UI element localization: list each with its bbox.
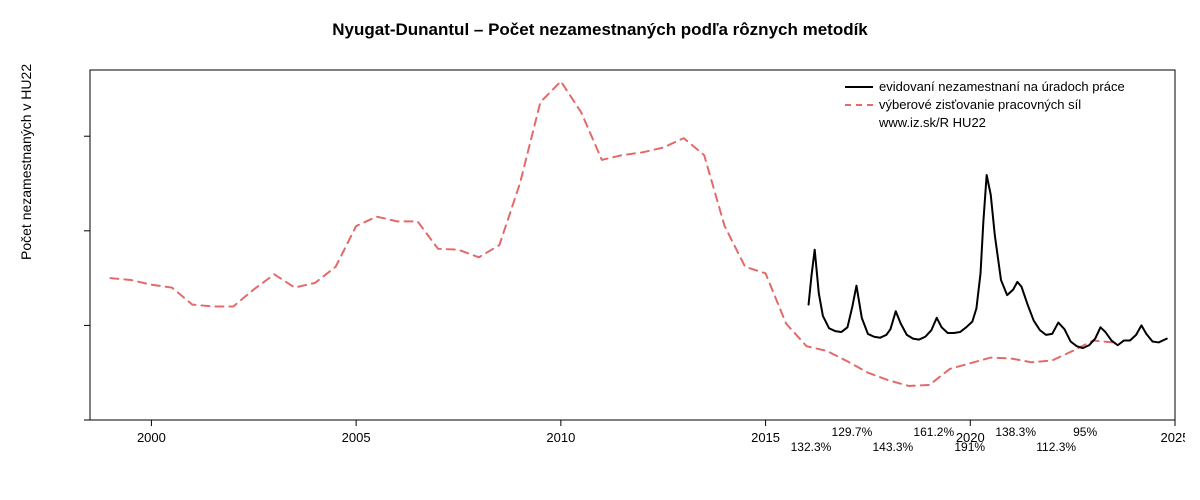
svg-text:2025: 2025 [1161, 430, 1185, 445]
legend-source-text: www.iz.sk/R HU22 [879, 114, 986, 132]
svg-text:2010: 2010 [546, 430, 575, 445]
legend-label-registered: evidovaní nezamestnaní na úradoch práce [879, 78, 1125, 96]
percent-label: 143.3% [872, 440, 913, 454]
percent-label: 138.3% [995, 425, 1036, 439]
legend-source: www.iz.sk/R HU22 [845, 114, 1125, 132]
percent-label: 132.3% [791, 440, 832, 454]
legend: evidovaní nezamestnaní na úradoch práce … [845, 78, 1125, 133]
legend-label-lfs: výberové zisťovanie pracovných síl [879, 96, 1081, 114]
legend-swatch-registered [845, 86, 873, 88]
svg-text:25000: 25000 [80, 213, 83, 249]
legend-swatch-lfs [845, 104, 873, 106]
chart-title: Nyugat-Dunantul – Počet nezamestnaných p… [0, 20, 1200, 40]
percent-label: 112.3% [1036, 440, 1076, 454]
svg-text:35000: 35000 [80, 118, 83, 154]
svg-text:15000: 15000 [80, 307, 83, 343]
legend-item-lfs: výberové zisťovanie pracovných síl [845, 96, 1125, 114]
y-axis-label: Počet nezamestnaných v HU22 [18, 64, 34, 260]
series-registered [809, 175, 1167, 348]
percent-label: 129.7% [832, 425, 873, 439]
svg-text:2005: 2005 [342, 430, 371, 445]
percent-label: 161.2% [913, 425, 954, 439]
svg-text:2015: 2015 [751, 430, 780, 445]
svg-text:2000: 2000 [137, 430, 166, 445]
chart-container: Nyugat-Dunantul – Počet nezamestnaných p… [0, 0, 1200, 500]
svg-text:5000: 5000 [80, 406, 83, 435]
percent-label: 95% [1073, 425, 1097, 439]
legend-item-registered: evidovaní nezamestnaní na úradoch práce [845, 78, 1125, 96]
percent-label: 191% [954, 440, 985, 454]
